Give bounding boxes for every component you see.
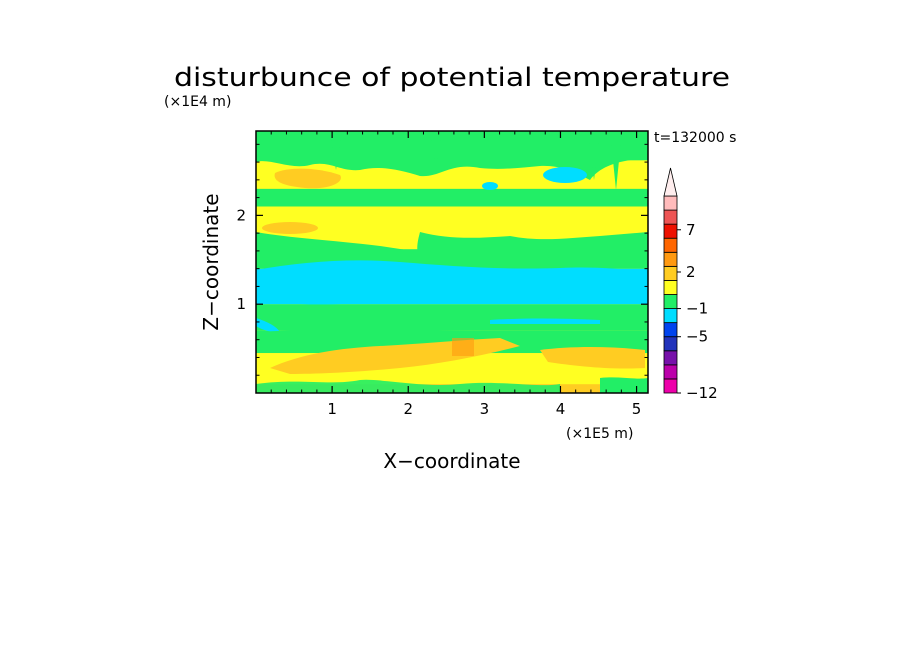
colorbar-swatch xyxy=(663,364,678,380)
colorbar-swatch xyxy=(663,280,678,295)
x-tick-label: 5 xyxy=(632,400,642,418)
colorbar-label: −5 xyxy=(686,328,708,346)
cyan-patch-mid xyxy=(482,182,498,190)
cyan-wisps xyxy=(256,318,600,333)
colorbar-label: −12 xyxy=(686,384,718,402)
y-axis-label: Z−coordinate xyxy=(199,193,223,330)
x-tick-label: 3 xyxy=(480,400,490,418)
colorbar-label: −1 xyxy=(686,300,708,318)
y-axis: 12 xyxy=(236,143,648,376)
y-tick-label: 2 xyxy=(236,206,246,224)
chart-title: disturbunce of potential temperature xyxy=(174,63,730,93)
orange-patch-upper xyxy=(274,168,341,189)
colorbar-label: 2 xyxy=(686,263,696,281)
cyan-patch-top xyxy=(543,167,587,183)
y-tick-label: 1 xyxy=(236,295,246,313)
orange-lower-right xyxy=(540,347,645,369)
colorbar-swatch xyxy=(663,195,678,211)
x-axis: 1 2 3 4 5 xyxy=(270,131,642,418)
x-tick-label: 1 xyxy=(327,400,337,418)
green-spikes xyxy=(330,131,622,190)
orange-block xyxy=(452,338,474,356)
x-unit-label: (×1E5 m) xyxy=(566,426,633,442)
colorbar: −12−5−127 xyxy=(663,167,718,402)
colorbar-swatch xyxy=(663,336,678,352)
colorbar-swatch xyxy=(663,237,678,253)
green-bottom-right xyxy=(600,377,648,393)
green-upper-region xyxy=(256,131,648,180)
contour-band xyxy=(256,304,648,331)
cyan-main-band xyxy=(256,260,648,305)
contour-band xyxy=(256,188,648,207)
y-unit-label: (×1E4 m) xyxy=(164,94,231,110)
colorbar-swatch xyxy=(663,350,678,366)
green-wave-left xyxy=(256,232,420,262)
colorbar-swatch xyxy=(663,251,678,267)
colorbar-swatch xyxy=(663,294,678,309)
x-axis-label: X−coordinate xyxy=(383,449,520,473)
colorbar-swatch xyxy=(663,322,678,338)
colorbar-swatch xyxy=(663,265,678,281)
orange-patch-upper-2 xyxy=(262,222,318,234)
colorbar-swatch xyxy=(663,308,678,324)
time-label: t=132000 s xyxy=(654,130,736,146)
colorbar-swatch xyxy=(663,209,678,225)
x-tick-label: 2 xyxy=(403,400,413,418)
colorbar-swatch xyxy=(663,378,678,394)
plot-frame xyxy=(255,130,649,394)
plot-area xyxy=(256,131,648,393)
green-wave-mid-upper xyxy=(417,232,648,262)
colorbar-swatch xyxy=(663,223,678,239)
colorbar-extend-arrow xyxy=(663,167,678,197)
colorbar-label: 7 xyxy=(686,221,696,239)
x-tick-label: 4 xyxy=(556,400,566,418)
